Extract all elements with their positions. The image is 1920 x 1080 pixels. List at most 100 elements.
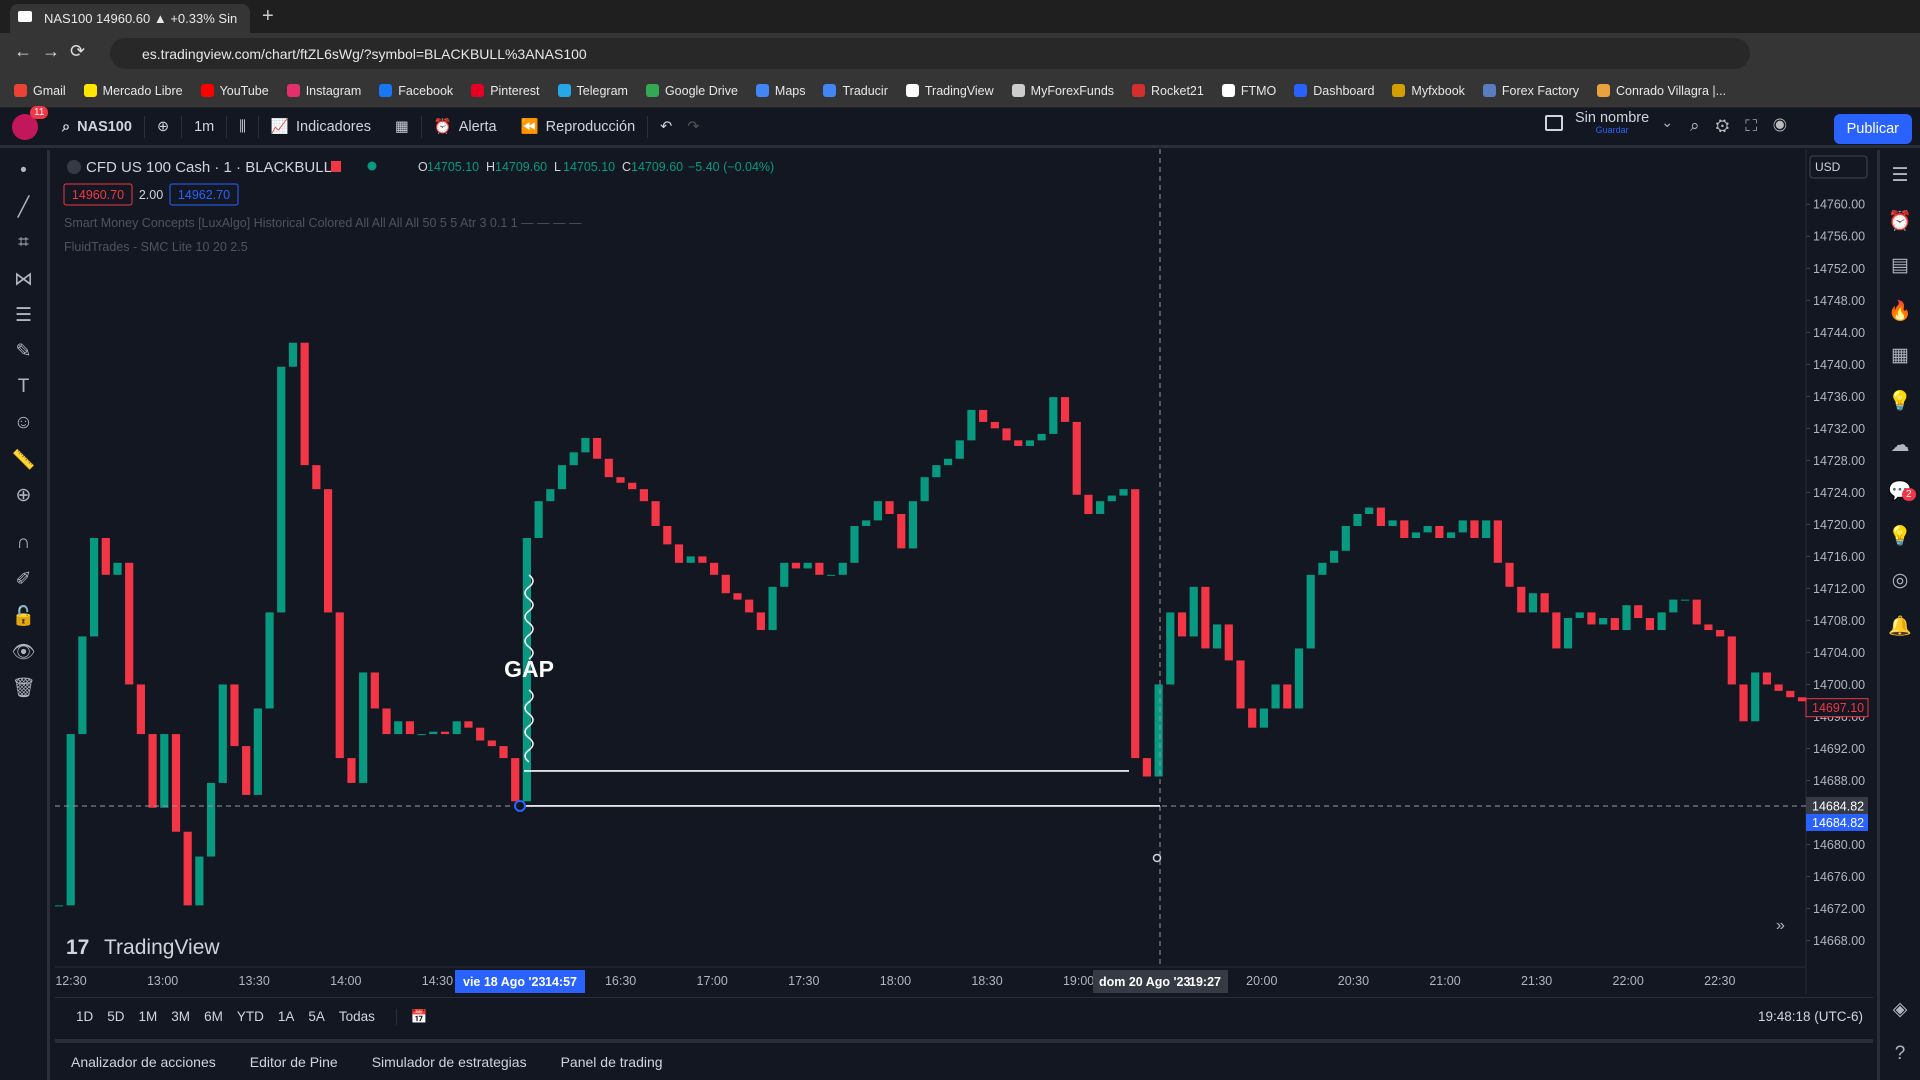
sidebar-tool[interactable]: 🔔 — [1888, 616, 1912, 637]
y-tick-label: 14724.00 — [1813, 486, 1865, 500]
drawing-tool[interactable]: ∩ — [16, 532, 31, 553]
candle — [1751, 672, 1760, 722]
drawing-tool[interactable]: T — [17, 376, 30, 397]
range-button[interactable]: 5D — [107, 1009, 125, 1024]
drawing-tool[interactable]: 📏 — [11, 450, 36, 471]
bookmark[interactable]: Forex Factory — [1482, 84, 1579, 98]
candle — [511, 758, 520, 802]
bookmark[interactable]: Telegram — [557, 84, 628, 98]
range-button[interactable]: YTD — [236, 1009, 264, 1024]
candle — [1248, 708, 1257, 728]
bottom-tab[interactable]: Simulador de estrategias — [371, 1053, 527, 1070]
range-button[interactable]: 3M — [171, 1009, 191, 1024]
range-button[interactable]: 1A — [277, 1009, 295, 1024]
crosshair-price-box — [1806, 796, 1868, 815]
browser-tab[interactable]: NAS100 14960.60 ▲ +0.33% Sin — [10, 4, 250, 33]
avatar[interactable]: 11 — [0, 105, 50, 140]
bookmark-label: Pinterest — [490, 83, 540, 98]
publish-button[interactable]: Publicar — [1833, 114, 1912, 144]
drawing-tool[interactable]: ⋈ — [14, 269, 33, 290]
candle — [1060, 397, 1070, 422]
range-button[interactable]: 1M — [138, 1009, 158, 1024]
drawing-tool[interactable]: ╱ — [17, 197, 30, 218]
sidebar-tool[interactable]: ◈ — [1892, 999, 1908, 1020]
bookmark[interactable]: Gmail — [14, 84, 66, 98]
candle — [1353, 513, 1362, 526]
alert-button[interactable]: ⏰ Alerta — [433, 118, 497, 136]
drawing-tool[interactable]: 👁 — [11, 642, 36, 663]
candle — [1774, 684, 1783, 691]
bottom-tab[interactable]: Editor de Pine — [249, 1053, 338, 1070]
url-bar[interactable]: es.tradingview.com/chart/ftZL6sWg/?symbo… — [110, 38, 1750, 69]
bookmark[interactable]: Instagram — [286, 84, 361, 98]
drawing-tool[interactable]: 🗑 — [11, 678, 36, 699]
bookmark[interactable]: Pinterest — [471, 83, 540, 98]
symbol: NAS100 — [77, 118, 132, 135]
date-range-button[interactable]: 📅 — [395, 1008, 435, 1025]
candle — [1446, 532, 1456, 538]
sidebar-tool[interactable]: ? — [1894, 1043, 1906, 1064]
tab-strip: NAS100 14960.60 ▲ +0.33% Sin + — [0, 0, 1920, 33]
sidebar-tool[interactable]: ▦ — [1891, 345, 1909, 366]
x-tick-label: 18:00 — [880, 974, 911, 988]
candle — [1517, 586, 1526, 613]
bookmark[interactable]: Google Drive — [645, 84, 738, 98]
sidebar-tool[interactable]: ⏰ — [1888, 211, 1912, 232]
layout-menu[interactable]: Sin nombre Guardar ⌄ — [1545, 111, 1673, 135]
range-button[interactable]: 6M — [204, 1009, 223, 1024]
bookmark[interactable]: Mercado Libre — [83, 84, 183, 98]
gap-squiggle — [524, 574, 534, 660]
drawing-tool[interactable]: ⌗ — [18, 232, 29, 253]
bottom-tab[interactable]: Panel de trading — [560, 1053, 663, 1070]
bookmark[interactable]: Conrado Villagra |... — [1597, 84, 1726, 98]
bookmark[interactable]: Myfxbook — [1392, 84, 1465, 98]
sidebar-tool[interactable]: 🔥 — [1888, 301, 1912, 322]
scroll-right[interactable]: » — [1776, 917, 1785, 934]
bookmark[interactable]: Rocket21 — [1132, 84, 1204, 98]
bookmark[interactable]: Dashboard — [1294, 84, 1374, 98]
bookmark[interactable]: YouTube — [200, 84, 269, 98]
bookmark[interactable]: Maps — [755, 84, 805, 98]
bookmark[interactable]: Facebook — [379, 84, 453, 98]
tab-favicon — [18, 11, 32, 22]
bottom-tab[interactable]: Analizador de acciones — [71, 1053, 216, 1070]
bookmark[interactable]: TradingView — [905, 84, 994, 98]
nav-buttons[interactable]: ← → ⟳ — [14, 41, 86, 61]
candle — [791, 562, 801, 569]
drawing-tool[interactable]: ⊕ — [15, 485, 32, 506]
candle — [1084, 494, 1093, 514]
candle — [1025, 440, 1035, 446]
drawing-tool[interactable]: ☰ — [14, 305, 33, 326]
toolbar-icons[interactable]: ⌕⚙⛶◉ — [1690, 116, 1803, 135]
sidebar-tool[interactable]: ▤ — [1891, 255, 1909, 276]
range-button[interactable]: 5A — [308, 1009, 325, 1024]
replay-button[interactable]: ⏪ Reproducción — [520, 118, 636, 136]
drawing-tool[interactable]: ✎ — [15, 341, 32, 362]
bookmark[interactable]: Traducir — [823, 84, 888, 98]
drawing-tool[interactable]: • — [20, 160, 27, 181]
drawing-tool[interactable]: ✐ — [15, 569, 32, 590]
indicators-button[interactable]: 📈 Indicadores — [270, 118, 371, 136]
drawing-tool[interactable]: 🔓 — [11, 606, 36, 627]
sidebar-tool[interactable]: ☰ — [1891, 165, 1909, 186]
chart-style[interactable]: ⫼ — [239, 118, 246, 135]
layout-name: Sin nombre — [1575, 110, 1650, 126]
candle — [1365, 507, 1374, 514]
templates-button[interactable]: ▦ — [394, 118, 409, 135]
sidebar-tool[interactable]: 💡 — [1888, 526, 1912, 547]
interval[interactable]: 1m — [194, 118, 215, 135]
candle — [745, 599, 754, 613]
right-sidebar: ☰ ⏰ ▤ 🔥 ▦ 💡 ☁ 💬 💡 ◎ 🔔 2 ◈? — [1877, 150, 1920, 1080]
sidebar-tool[interactable]: ☁ — [1890, 435, 1910, 456]
undo-redo[interactable]: ↶ ↷ — [660, 118, 700, 135]
new-tab-button[interactable]: + — [262, 5, 274, 27]
sidebar-tool[interactable]: ◎ — [1891, 570, 1909, 591]
symbol-search[interactable]: ⌕ NAS100 — [62, 118, 132, 135]
bookmark[interactable]: MyForexFunds — [1011, 84, 1114, 98]
bookmark[interactable]: FTMO — [1221, 84, 1276, 98]
range-button[interactable]: 1D — [76, 1009, 94, 1024]
sidebar-tool[interactable]: 💡 — [1888, 391, 1912, 412]
drawing-tool[interactable]: ☺ — [13, 412, 34, 433]
range-button[interactable]: Todas — [338, 1009, 375, 1024]
add-symbol[interactable]: ⊕ — [156, 118, 170, 135]
